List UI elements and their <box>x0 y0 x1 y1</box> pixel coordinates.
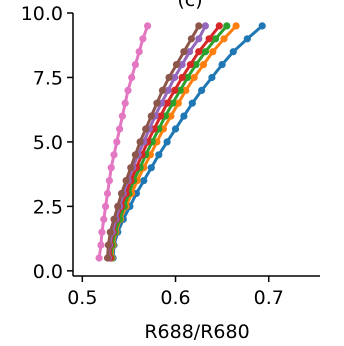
series-4-point-17 <box>195 48 203 56</box>
series-1-point-15 <box>208 73 216 82</box>
series-1-point-12 <box>180 112 188 120</box>
y-tick-label: 5.0 <box>33 132 63 154</box>
series-5-point-17 <box>185 48 194 56</box>
series-3-point-15 <box>184 73 192 82</box>
x-tick-label: 0.7 <box>254 287 284 309</box>
series-6-point-11 <box>142 125 150 133</box>
series-2-point-14 <box>182 86 190 94</box>
chart-title: (c) <box>177 0 202 11</box>
series-line-2 <box>110 24 238 259</box>
series-7-point-12 <box>118 112 126 120</box>
series-6-point-14 <box>158 86 167 94</box>
y-tick-label: 0.0 <box>33 261 63 283</box>
series-1-point-9 <box>155 151 163 159</box>
series-7-point-6 <box>103 189 112 198</box>
series-7-point-8 <box>107 164 115 172</box>
series-6-point-13 <box>153 99 161 107</box>
x-ticks: 0.5 0.6 0.7 <box>67 276 284 309</box>
series-7-point-2 <box>97 241 105 249</box>
series-2-point-16 <box>199 61 208 69</box>
series-2-point-17 <box>209 48 217 56</box>
series-6-point-4 <box>110 215 118 223</box>
series-6-point-6 <box>117 189 126 198</box>
series-4-point-19 <box>215 22 223 30</box>
series-7-point-9 <box>110 151 118 159</box>
series-4-point-16 <box>186 61 194 69</box>
series-2-point-15 <box>190 73 198 82</box>
series-3-point-16 <box>192 61 200 69</box>
series-1-point-13 <box>188 99 196 107</box>
series-7-point-7 <box>105 177 113 185</box>
series-7-point-5 <box>102 202 110 210</box>
series-7-point-19 <box>144 22 152 30</box>
series-1-point-10 <box>163 138 171 146</box>
series-6-point-3 <box>106 228 114 236</box>
series-7-point-14 <box>124 86 132 94</box>
series-4-point-14 <box>171 86 179 94</box>
series-7-point-17 <box>135 48 143 56</box>
x-tick-label: 0.6 <box>160 287 190 309</box>
series-7-point-18 <box>139 35 147 43</box>
series-7-point-15 <box>128 73 136 82</box>
series-7-point-16 <box>131 61 139 69</box>
series-3-point-19 <box>223 22 231 30</box>
series-4-point-18 <box>205 35 213 43</box>
series-7-point-11 <box>116 125 124 133</box>
series-3-point-14 <box>176 86 184 94</box>
series-6-point-15 <box>165 73 173 82</box>
series-6-point-17 <box>180 48 188 56</box>
plot-area <box>95 22 266 262</box>
y-ticks: 0.0 2.5 5.0 7.5 10.0 <box>21 3 73 283</box>
series-6-point-18 <box>187 35 195 43</box>
series-1-point-19 <box>258 22 266 30</box>
series-6-point-8 <box>127 164 135 172</box>
y-tick-label: 2.5 <box>33 196 63 218</box>
series-6-point-2 <box>104 241 112 249</box>
series-1-point-14 <box>198 86 206 94</box>
series-6-point-12 <box>147 112 155 120</box>
x-tick-label: 0.5 <box>67 287 97 309</box>
series-1-point-7 <box>140 177 148 185</box>
series-2-point-12 <box>167 112 175 120</box>
series-5-point-16 <box>178 61 186 69</box>
series-7-point-3 <box>98 228 106 236</box>
series-6-point-9 <box>131 151 139 159</box>
series-5-point-14 <box>164 86 172 94</box>
series-5-point-19 <box>201 22 209 30</box>
series-3-point-13 <box>169 99 177 107</box>
series-6-point-5 <box>114 202 122 210</box>
series-6-point-19 <box>195 22 203 30</box>
x-axis-label: R688/R680 <box>144 321 249 343</box>
series-1-point-8 <box>147 164 155 172</box>
y-tick-label: 10.0 <box>21 3 63 25</box>
series-7-point-1 <box>95 254 103 262</box>
series-3-point-18 <box>212 35 220 43</box>
series-6-point-1 <box>103 254 112 262</box>
series-7-point-10 <box>113 138 121 146</box>
series-1-point-16 <box>218 61 226 69</box>
series-4-point-13 <box>163 99 171 107</box>
series-4-point-12 <box>157 112 165 120</box>
series-6-point-10 <box>136 138 144 146</box>
series-2-point-19 <box>232 22 240 30</box>
series-5-point-15 <box>171 73 179 82</box>
series-2-point-18 <box>220 35 228 43</box>
series-7-point-4 <box>100 215 108 223</box>
y-tick-label: 7.5 <box>33 67 63 89</box>
series-5-point-18 <box>195 35 203 43</box>
series-1-point-11 <box>171 125 180 133</box>
series-4-point-15 <box>178 73 186 82</box>
series-2-point-13 <box>174 99 182 107</box>
series-3-point-17 <box>201 48 209 56</box>
series-7-point-13 <box>121 99 129 107</box>
series-6-point-7 <box>122 177 130 185</box>
series-6-point-16 <box>172 61 181 69</box>
series-1-point-17 <box>229 48 237 56</box>
series-1-point-18 <box>243 35 251 43</box>
